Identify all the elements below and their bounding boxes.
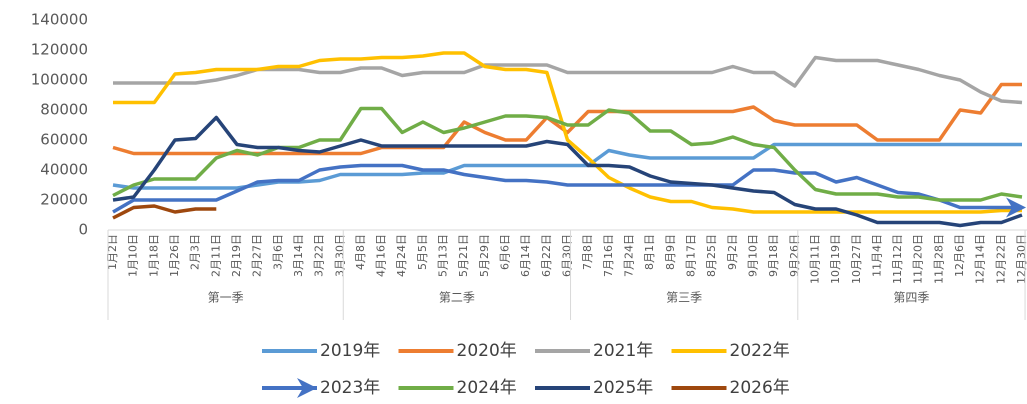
legend-label: 2025年	[593, 378, 653, 398]
x-tick-label: 1月10日	[127, 234, 140, 277]
x-tick-label: 2月3日	[189, 234, 202, 270]
x-tick-label: 12月6日	[953, 234, 966, 277]
y-tick-label: 100000	[31, 71, 88, 89]
x-tick-label: 11月4日	[870, 234, 883, 277]
x-tick-label: 6月14日	[519, 234, 532, 277]
series-line	[113, 55, 1023, 105]
series-line	[112, 204, 217, 220]
x-tick-label: 4月24日	[395, 234, 408, 277]
series-line	[112, 106, 1023, 202]
x-tick-label: 9月26日	[788, 234, 801, 277]
arrow-marker	[1006, 197, 1027, 218]
x-tick-label: 8月1日	[643, 234, 656, 270]
x-tick-label: 8月17日	[684, 234, 697, 277]
x-tick-label: 11月20日	[912, 234, 925, 284]
legend-label: 2021年	[593, 341, 653, 361]
legend-label: 2019年	[320, 341, 380, 361]
x-tick-label: 3月6日	[271, 234, 284, 270]
x-tick-label: 1月2日	[106, 234, 119, 270]
x-tick-label: 7月24日	[623, 234, 636, 277]
x-tick-label: 2月19日	[230, 234, 243, 277]
y-tick-label: 20000	[40, 191, 88, 209]
x-tick-label: 5月5日	[416, 234, 429, 270]
x-tick-label: 1月18日	[147, 234, 160, 277]
group-label: 第三季	[666, 291, 702, 305]
x-tick-label: 4月8日	[354, 234, 367, 270]
x-tick-label: 2月11日	[209, 234, 222, 277]
x-tick-label: 12月14日	[974, 234, 987, 284]
x-tick-label: 8月25日	[705, 234, 718, 277]
x-tick-label: 9月10日	[746, 234, 759, 277]
legend-label: 2026年	[730, 378, 790, 398]
x-tick-label: 9月18日	[767, 234, 780, 277]
legend-label: 2024年	[457, 378, 517, 398]
x-tick-label: 5月29日	[478, 234, 491, 277]
y-tick-label: 80000	[40, 101, 88, 119]
x-tick-label: 6月30日	[561, 234, 574, 277]
group-label: 第四季	[893, 291, 929, 305]
y-tick-label: 0	[78, 221, 88, 239]
x-tick-label: 3月22日	[313, 234, 326, 277]
y-tick-label: 140000	[31, 11, 88, 29]
group-label: 第二季	[439, 291, 475, 305]
x-tick-label: 9月2日	[726, 234, 739, 270]
x-tick-label: 3月30日	[333, 234, 346, 277]
x-tick-label: 11月12日	[891, 234, 904, 284]
x-tick-label: 6月6日	[499, 234, 512, 270]
x-tick-label: 10月27日	[850, 234, 863, 284]
series-line	[112, 163, 1022, 214]
legend-label: 2023年	[320, 378, 380, 398]
x-tick-label: 4月16日	[375, 234, 388, 277]
legend-label: 2020年	[457, 341, 517, 361]
x-tick-label: 2月27日	[251, 234, 264, 277]
x-tick-label: 3月14日	[292, 234, 305, 277]
legend-arrow	[297, 378, 317, 398]
x-tick-label: 5月21日	[457, 234, 470, 277]
group-label: 第一季	[208, 291, 244, 305]
x-tick-label: 5月13日	[437, 234, 450, 277]
x-tick-label: 10月11日	[808, 234, 821, 284]
x-tick-label: 8月9日	[664, 234, 677, 270]
y-tick-label: 40000	[40, 161, 88, 179]
x-tick-label: 12月30日	[1015, 234, 1027, 284]
legend-label: 2022年	[730, 341, 790, 361]
x-tick-label: 1月26日	[168, 234, 181, 277]
y-tick-label: 120000	[31, 41, 88, 59]
x-tick-label: 11月28日	[932, 234, 945, 284]
series-line	[112, 142, 1022, 190]
series-line	[113, 51, 1022, 214]
x-tick-label: 7月16日	[602, 234, 615, 277]
y-tick-label: 60000	[40, 131, 88, 149]
x-tick-label: 7月8日	[581, 234, 594, 270]
series-line	[112, 115, 1023, 228]
x-tick-label: 6月22日	[540, 234, 553, 277]
x-tick-label: 12月22日	[994, 234, 1007, 284]
x-tick-label: 10月19日	[829, 234, 842, 284]
